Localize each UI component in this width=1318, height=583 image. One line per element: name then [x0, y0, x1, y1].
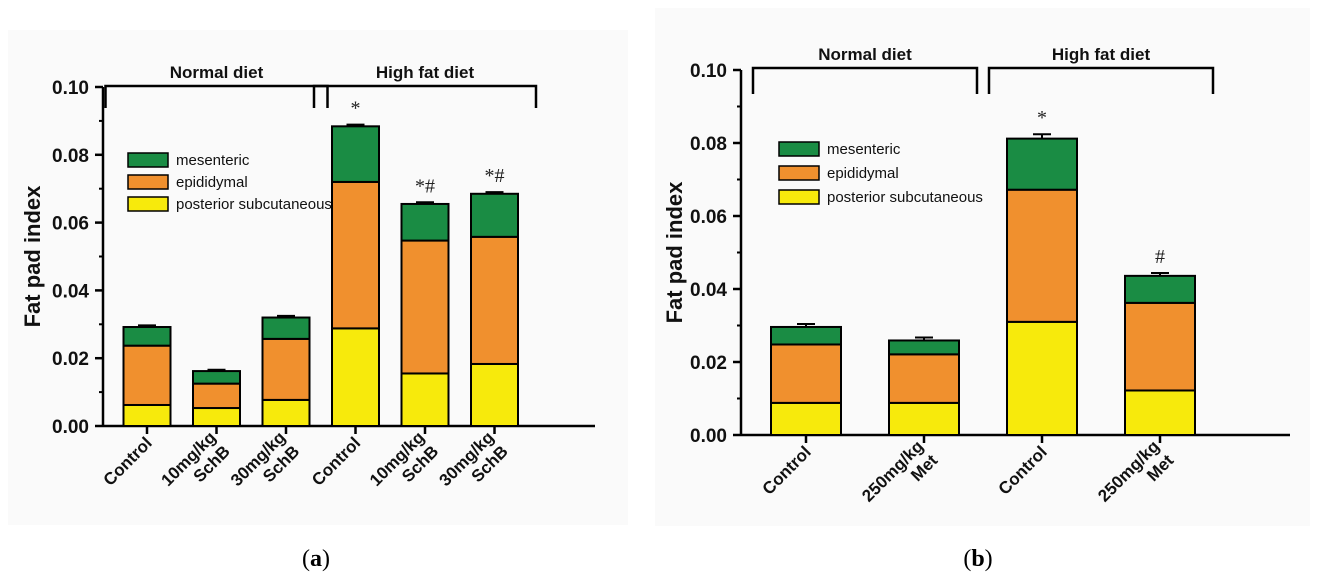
panel-caption: (a) — [302, 546, 330, 572]
legend-swatch-epididymal — [127, 174, 169, 190]
y-tick-label: 0.08 — [690, 134, 727, 155]
bar-segment-posterior-subcutaneous — [331, 327, 380, 428]
bar-segment-posterior-subcutaneous — [1006, 320, 1078, 437]
bar-segment-mesenteric — [400, 202, 450, 242]
y-tick-label: 0.02 — [690, 353, 727, 374]
significance-marker: * — [1037, 107, 1047, 129]
legend-label: posterior subcutaneous — [827, 189, 983, 206]
legend-label: mesenteric — [827, 141, 901, 158]
legend-label: epididymal — [827, 165, 899, 182]
group-bracket — [987, 66, 1215, 94]
legend-swatch-posterior-subcutaneous — [778, 189, 820, 205]
bar-segment-posterior-subcutaneous — [770, 401, 842, 437]
bar-segment-mesenteric — [331, 125, 380, 183]
bar-segment-posterior-subcutaneous — [470, 362, 519, 428]
legend-label: posterior subcutaneous — [176, 196, 332, 213]
caption-letter: b — [971, 546, 984, 572]
bar-segment-epididymal — [770, 343, 842, 404]
caption-paren-close: ) — [985, 546, 993, 572]
bar-segment-mesenteric — [261, 316, 311, 340]
bar-segment-mesenteric — [192, 370, 241, 385]
legend-label: mesenteric — [176, 152, 250, 169]
y-tick-label: 0.04 — [690, 280, 727, 301]
significance-marker: * — [351, 98, 361, 120]
bar-segment-mesenteric — [470, 192, 519, 238]
caption-paren-open: ( — [963, 546, 971, 572]
bar-segment-epididymal — [261, 337, 311, 401]
bar-segment-mesenteric — [122, 326, 172, 347]
bar-segment-epididymal — [331, 180, 380, 330]
panel-caption: (b) — [963, 546, 992, 572]
y-tick-label: 0.04 — [52, 281, 89, 302]
bar-segment-epididymal — [888, 353, 960, 404]
y-tick-label: 0.00 — [690, 426, 727, 447]
panel-background — [8, 30, 628, 525]
bar-segment-mesenteric — [770, 325, 842, 346]
panel-background — [655, 8, 1310, 526]
bar-segment-posterior-subcutaneous — [261, 398, 311, 428]
bar-segment-epididymal — [1124, 301, 1196, 392]
bar-segment-epididymal — [192, 382, 241, 410]
legend-swatch-mesenteric — [778, 141, 820, 157]
bar-segment-mesenteric — [1006, 137, 1078, 191]
legend-swatch-epididymal — [778, 165, 820, 181]
legend-swatch-mesenteric — [127, 152, 169, 168]
bar-segment-posterior-subcutaneous — [888, 401, 960, 437]
legend-label: epididymal — [176, 174, 248, 191]
significance-marker: # — [1155, 246, 1165, 268]
group-bracket — [104, 84, 329, 108]
y-tick-label: 0.08 — [52, 146, 89, 167]
y-axis-label: Fat pad index — [662, 181, 687, 324]
y-tick-label: 0.06 — [690, 207, 727, 228]
group-bracket — [312, 84, 538, 108]
bar-segment-epididymal — [400, 239, 450, 375]
y-tick-label: 0.10 — [52, 78, 89, 99]
bar-segment-posterior-subcutaneous — [1124, 389, 1196, 436]
bar-segment-posterior-subcutaneous — [122, 403, 172, 427]
bar-segment-posterior-subcutaneous — [400, 372, 450, 427]
group-label: High fat diet — [1052, 45, 1151, 64]
legend-swatch-posterior-subcutaneous — [127, 196, 169, 212]
y-tick-label: 0.06 — [52, 214, 89, 235]
bar-segment-epididymal — [1006, 188, 1078, 323]
y-tick-label: 0.00 — [52, 417, 89, 438]
bar-segment-epididymal — [470, 235, 519, 365]
significance-marker: *# — [415, 175, 435, 197]
group-bracket — [751, 66, 979, 94]
caption-paren-close: ) — [322, 546, 330, 572]
group-label: Normal diet — [818, 45, 912, 64]
bar-segment-mesenteric — [1124, 274, 1196, 304]
y-axis-label: Fat pad index — [20, 185, 45, 328]
group-label: Normal diet — [170, 63, 264, 82]
bar-segment-posterior-subcutaneous — [192, 407, 241, 427]
caption-paren-open: ( — [302, 546, 310, 572]
bar-segment-mesenteric — [888, 339, 960, 356]
group-label: High fat diet — [376, 63, 475, 82]
y-tick-label: 0.02 — [52, 349, 89, 370]
significance-marker: *# — [485, 165, 505, 187]
bar-segment-epididymal — [122, 344, 172, 406]
caption-letter: a — [310, 546, 322, 572]
y-tick-label: 0.10 — [690, 61, 727, 82]
